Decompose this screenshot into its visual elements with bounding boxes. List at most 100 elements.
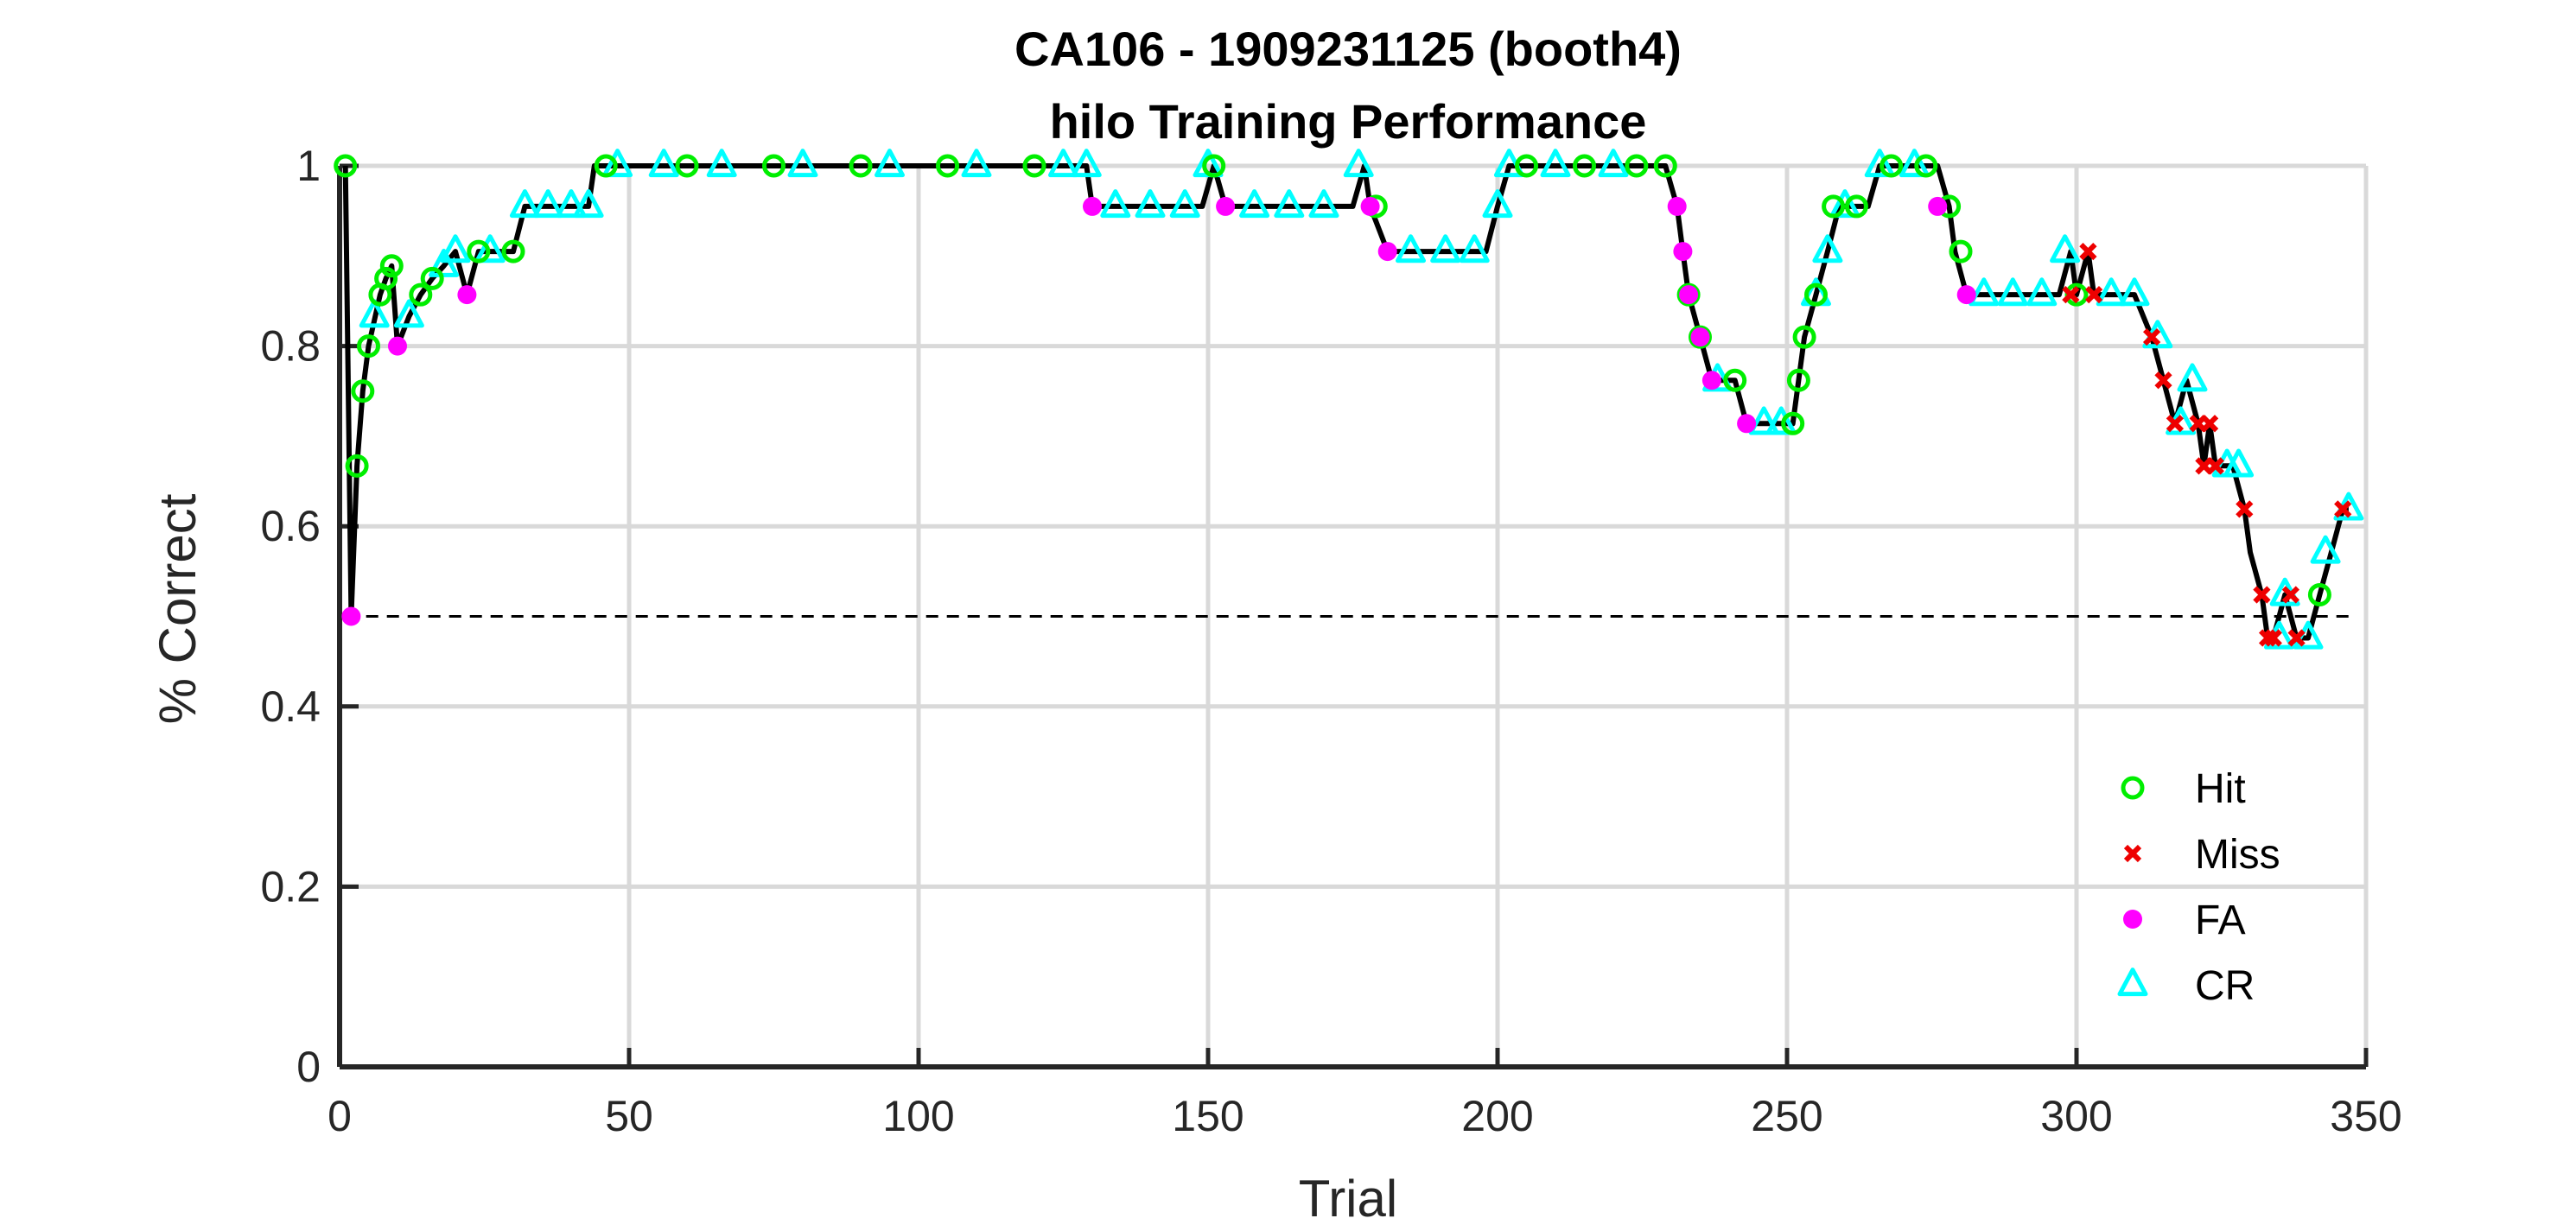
fa-marker bbox=[1377, 242, 1397, 262]
cr-marker bbox=[1765, 406, 1797, 435]
cr-marker bbox=[2310, 535, 2341, 564]
cr-marker bbox=[509, 189, 540, 219]
hit-marker bbox=[1781, 411, 1805, 435]
cr-marker bbox=[1899, 149, 1930, 178]
hit-marker bbox=[849, 154, 873, 178]
cr-marker bbox=[573, 189, 604, 219]
y-tick-label: 1 bbox=[296, 142, 321, 190]
legend-hit-symbol bbox=[2121, 776, 2145, 800]
legend: Hit Miss FA CR bbox=[2117, 766, 2280, 1009]
legend-cr-symbol bbox=[2117, 968, 2148, 997]
y-tick-label: 0.8 bbox=[260, 322, 321, 371]
cr-marker bbox=[2223, 448, 2255, 478]
cr-marker bbox=[1459, 234, 1490, 263]
hit-marker bbox=[409, 282, 433, 307]
hit-marker bbox=[1914, 154, 1938, 178]
y-tick-label: 0.6 bbox=[260, 502, 321, 550]
fa-marker bbox=[341, 606, 361, 626]
y-tick-label: 0.4 bbox=[260, 682, 321, 731]
miss-marker bbox=[2206, 457, 2224, 475]
cr-marker bbox=[1343, 149, 1374, 178]
cr-marker bbox=[1540, 149, 1571, 178]
hit-marker bbox=[374, 266, 398, 290]
cr-marker bbox=[393, 299, 424, 328]
hit-marker bbox=[1653, 154, 1677, 178]
cr-marker bbox=[1598, 149, 1629, 178]
hit-marker bbox=[762, 154, 786, 178]
fa-marker bbox=[1690, 327, 1710, 347]
miss-marker bbox=[2334, 500, 2352, 518]
cr-marker bbox=[1430, 234, 1461, 263]
hit-marker bbox=[351, 379, 375, 403]
x-tick-label: 200 bbox=[1461, 1092, 1533, 1140]
miss-marker bbox=[2200, 415, 2219, 433]
cr-marker bbox=[602, 149, 633, 178]
hit-marker bbox=[345, 454, 369, 478]
hit-marker bbox=[675, 154, 699, 178]
hit-marker bbox=[1880, 154, 1904, 178]
miss-marker bbox=[2142, 328, 2161, 346]
y-axis-label: % Correct bbox=[149, 493, 207, 724]
performance-line bbox=[342, 163, 2349, 641]
x-tick-label: 0 bbox=[328, 1092, 352, 1140]
x-tick-label: 350 bbox=[2330, 1092, 2401, 1140]
y-tick-label: 0.2 bbox=[260, 862, 321, 911]
hit-marker bbox=[1822, 194, 1846, 219]
miss-marker bbox=[2166, 415, 2185, 433]
hit-marker bbox=[379, 254, 404, 278]
cr-marker bbox=[2177, 363, 2208, 392]
cr-marker bbox=[1308, 189, 1339, 219]
cr-marker bbox=[961, 149, 992, 178]
cr-marker bbox=[1812, 234, 1843, 263]
cr-marker bbox=[556, 189, 587, 219]
cr-marker bbox=[1482, 189, 1513, 219]
hit-marker bbox=[1786, 368, 1810, 392]
legend-fa-label: FA bbox=[2195, 898, 2246, 943]
cr-marker bbox=[1239, 189, 1270, 219]
hit-marker bbox=[420, 266, 444, 290]
hit-marker bbox=[501, 239, 525, 263]
fa-marker bbox=[1701, 371, 1721, 390]
fa-marker bbox=[1928, 196, 1948, 216]
cr-marker bbox=[648, 149, 679, 178]
fa-marker bbox=[1679, 285, 1699, 305]
hit-marker bbox=[467, 239, 491, 263]
hit-marker bbox=[594, 154, 618, 178]
cr-marker bbox=[1748, 406, 1779, 435]
miss-marker bbox=[2253, 586, 2271, 604]
cr-marker bbox=[875, 149, 905, 178]
x-tick-label: 150 bbox=[1172, 1092, 1243, 1140]
hit-marker bbox=[1804, 282, 1828, 307]
miss-marker bbox=[2154, 371, 2172, 390]
cr-marker bbox=[787, 149, 818, 178]
fa-marker bbox=[1737, 414, 1757, 434]
x-axis-label: Trial bbox=[1299, 1170, 1397, 1228]
cr-marker bbox=[2096, 277, 2127, 307]
cr-marker bbox=[1071, 149, 1102, 178]
hit-marker bbox=[334, 154, 358, 178]
y-axis-ticks: 0 0.2 0.4 0.6 0.8 1 bbox=[260, 142, 359, 1091]
hit-marker bbox=[1515, 154, 1538, 178]
hit-marker bbox=[2064, 282, 2089, 307]
hit-marker bbox=[1022, 154, 1046, 178]
hit-marker bbox=[1573, 154, 1596, 178]
cr-marker bbox=[1396, 234, 1426, 263]
fa-marker bbox=[1216, 196, 1236, 216]
miss-marker bbox=[2236, 500, 2254, 518]
miss-marker bbox=[2079, 242, 2097, 261]
cr-marker bbox=[1169, 189, 1200, 219]
hit-marker bbox=[2307, 582, 2331, 606]
trial-markers bbox=[334, 149, 2364, 650]
x-tick-label: 300 bbox=[2040, 1092, 2112, 1140]
legend-cr-label: CR bbox=[2195, 963, 2255, 1009]
legend-fa-symbol bbox=[2123, 910, 2142, 929]
cr-marker bbox=[359, 299, 390, 328]
hit-marker bbox=[1844, 194, 1868, 219]
cr-marker bbox=[532, 189, 563, 219]
x-tick-label: 50 bbox=[605, 1092, 653, 1140]
fa-marker bbox=[1083, 196, 1102, 216]
miss-marker bbox=[2287, 629, 2306, 647]
x-tick-label: 250 bbox=[1751, 1092, 1822, 1140]
fa-marker bbox=[388, 336, 407, 356]
